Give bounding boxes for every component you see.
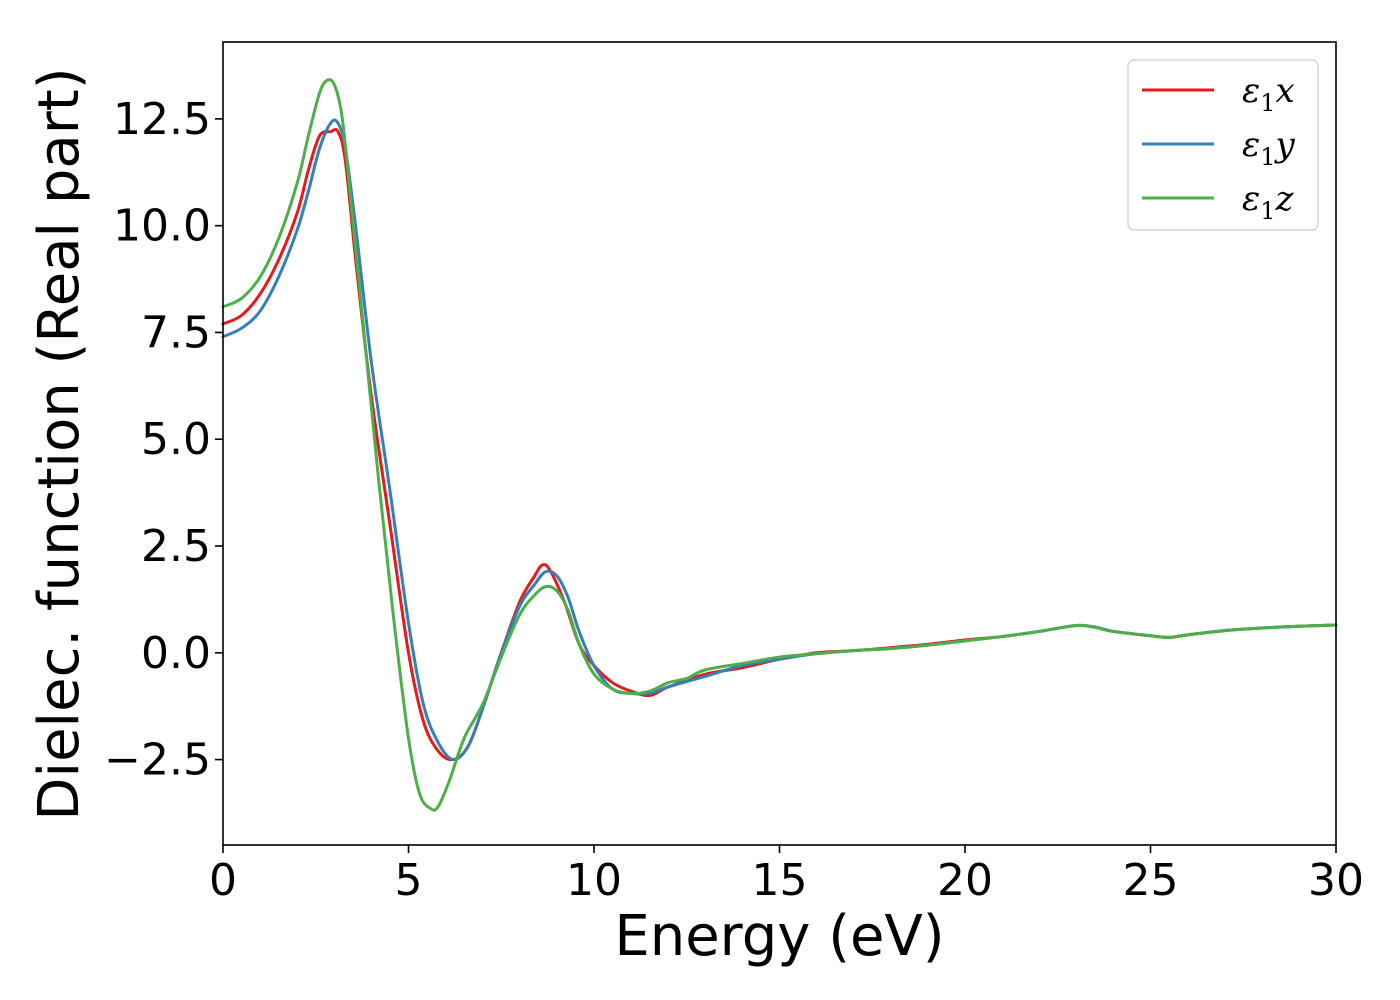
legend-label-y: ε1y [1242,125,1296,171]
x-tick-label: 20 [937,855,993,906]
x-tick-label: 0 [209,855,237,906]
x-tick-label: 30 [1308,855,1364,906]
series-layer [221,78,1338,812]
series-line-z [221,78,1338,812]
y-axis-ticks: −2.5 0.0 2.5 5.0 7.5 10.0 12.5 [104,94,223,786]
y-tick-label: 10.0 [113,201,211,252]
y-tick-label: −2.5 [104,735,211,786]
x-axis-ticks: 0 5 10 15 20 25 30 [209,845,1364,906]
x-tick-label: 5 [395,855,423,906]
y-tick-label: 2.5 [141,521,211,572]
legend-frame [1127,59,1319,231]
y-tick-label: 5.0 [141,414,211,465]
x-tick-label: 15 [752,855,808,906]
x-tick-label: 25 [1123,855,1179,906]
legend: ε1x ε1y ε1z [1127,59,1319,231]
legend-label-x: ε1x [1242,71,1295,117]
y-axis-title: Dielec. function (Real part) [27,67,92,820]
y-tick-label: 12.5 [113,94,211,145]
legend-label-z: ε1z [1242,179,1295,225]
x-tick-label: 10 [566,855,622,906]
x-axis-title: Energy (eV) [614,904,944,969]
y-tick-label: 7.5 [141,307,211,358]
y-tick-label: 0.0 [141,628,211,679]
